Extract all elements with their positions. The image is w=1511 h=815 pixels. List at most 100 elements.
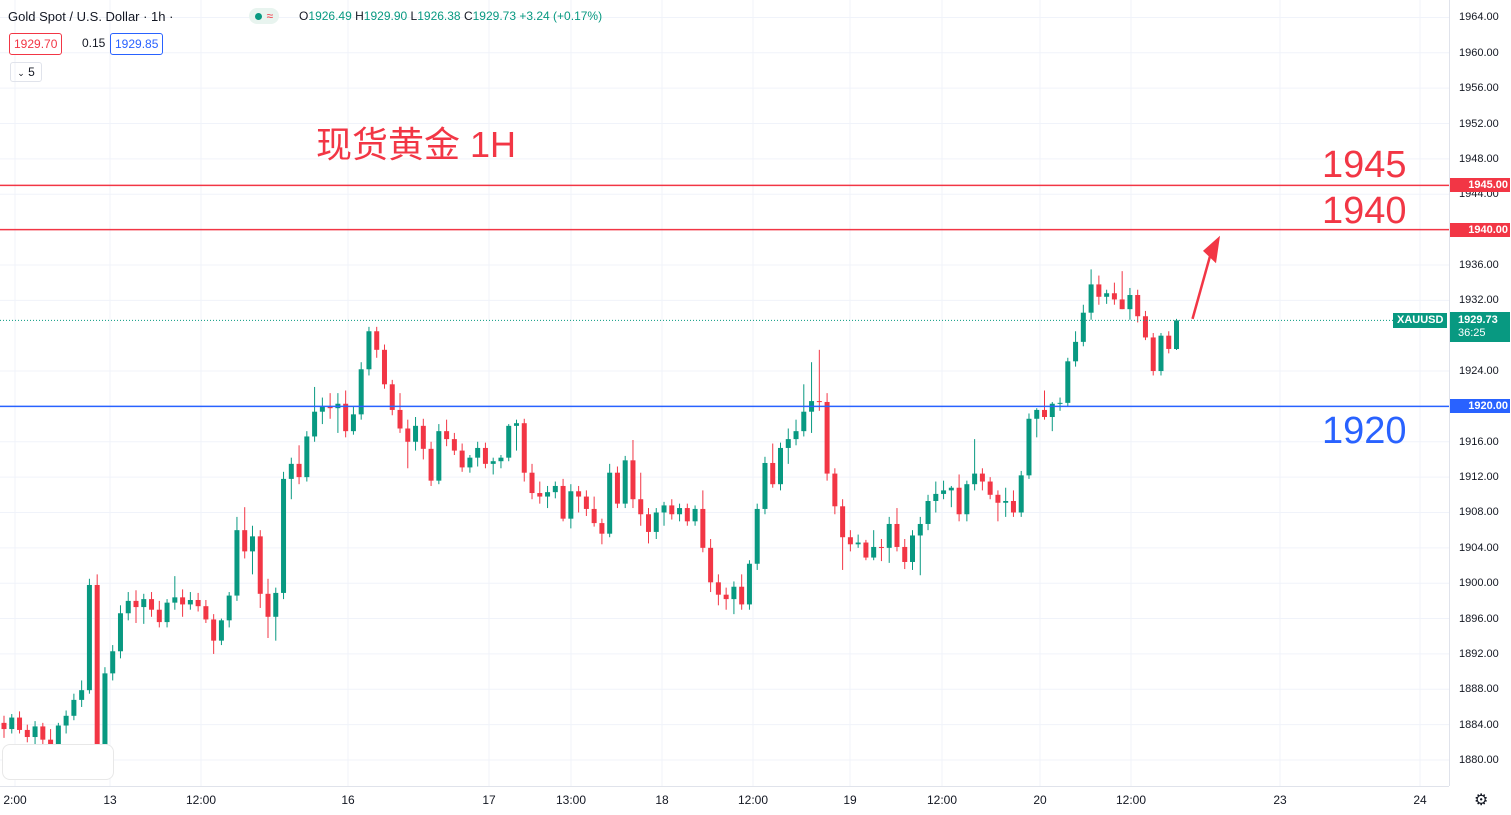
price-tick: 1916.00: [1459, 435, 1499, 448]
gear-icon[interactable]: ⚙: [1474, 792, 1489, 809]
candle-body: [1166, 335, 1172, 349]
price-level-label: 1920.00: [1450, 399, 1510, 414]
time-tick: 13:00: [555, 793, 587, 807]
ohlc-change: +3.24 (+0.17%): [519, 9, 603, 23]
candle-body: [545, 492, 551, 497]
candle-body: [832, 473, 838, 507]
candle-body: [1104, 293, 1110, 297]
candle-body: [1111, 293, 1117, 300]
price-axis[interactable]: 1964.00 1960.00 1956.00 1952.00 1948.00 1944.…: [1449, 0, 1511, 786]
candle-body: [1049, 403, 1055, 418]
bar-countdown: 36:25: [1458, 327, 1486, 340]
candle-body: [770, 462, 776, 485]
buy-button[interactable]: 1929.85: [110, 33, 164, 55]
candle-body: [381, 349, 387, 385]
symbol-title[interactable]: Gold Spot / U.S. Dollar · 1h ·: [8, 8, 174, 24]
candle-body: [513, 423, 519, 426]
candle-body: [405, 428, 411, 442]
arrow-head-icon: [1203, 235, 1220, 264]
candlestick-chart[interactable]: [0, 0, 1449, 786]
annotation-title[interactable]: 现货黄金 1H: [316, 124, 517, 165]
price-level-label: 1940.00: [1450, 222, 1510, 237]
candle-body: [801, 411, 807, 432]
candle-body: [374, 331, 380, 350]
candle-body: [902, 546, 908, 562]
candle-body: [645, 514, 651, 532]
candle-body: [583, 496, 589, 509]
candle-body: [630, 460, 636, 500]
candle-body: [467, 457, 473, 468]
candle-body: [521, 423, 527, 473]
candle-body: [1150, 337, 1156, 372]
candle-body: [1088, 284, 1094, 313]
candle-body: [211, 619, 217, 641]
candle-body: [941, 490, 947, 494]
candle-body: [1018, 475, 1024, 513]
candle-body: [1174, 320, 1180, 350]
candle-body: [677, 508, 683, 515]
candle-body: [327, 406, 333, 409]
time-tick: 2:00: [3, 793, 27, 807]
candle-body: [63, 715, 69, 726]
chart-pane[interactable]: [0, 0, 1449, 786]
ohlc-close: 1929.73: [472, 9, 517, 23]
candle-body: [1073, 341, 1079, 362]
candle-body: [840, 506, 846, 538]
price-tick: 1908.00: [1459, 506, 1499, 519]
candle-body: [669, 505, 675, 515]
ohlc-low: 1926.38: [417, 9, 461, 23]
candle-body: [444, 431, 450, 440]
candle-body: [552, 485, 558, 493]
candle-body: [180, 597, 186, 605]
candle-body: [708, 547, 714, 583]
candle-body: [1034, 409, 1040, 419]
candle-body: [1119, 299, 1125, 310]
ohlc-high-key: H: [355, 9, 364, 23]
candle-body: [428, 448, 434, 481]
candle-body: [195, 599, 201, 607]
price-tick: 1888.00: [1459, 683, 1499, 696]
price-tick: 1948.00: [1459, 152, 1499, 165]
candle-body: [684, 508, 690, 522]
annotation-level-1945[interactable]: 1945: [1322, 144, 1407, 186]
candle-body: [1080, 312, 1086, 342]
candle-body: [265, 593, 271, 617]
candle-body: [17, 717, 23, 730]
candle-body: [358, 369, 364, 415]
candle-body: [1127, 295, 1133, 310]
price-tick: 1936.00: [1459, 258, 1499, 271]
price-tick: 1884.00: [1459, 718, 1499, 731]
sell-button[interactable]: 1929.70: [9, 33, 63, 55]
candle-body: [793, 431, 799, 440]
candle-body: [249, 536, 255, 552]
candle-body: [172, 597, 178, 603]
candle-body: [653, 512, 659, 532]
annotation-level-1920[interactable]: 1920: [1322, 410, 1407, 452]
candle-body: [847, 537, 853, 545]
candle-body: [948, 487, 954, 491]
candle-body: [1026, 418, 1032, 476]
price-level-label: 1945.00: [1450, 178, 1510, 193]
candle-body: [568, 491, 574, 519]
time-tick: 12:00: [185, 793, 217, 807]
indicators-collapse-button[interactable]: ⌄ 5: [10, 62, 42, 82]
floating-input[interactable]: [2, 744, 114, 780]
candle-body: [312, 411, 318, 437]
candle-body: [529, 472, 535, 494]
candle-body: [537, 493, 543, 497]
time-axis[interactable]: 2:00 13 12:00 16 17 13:00 18 12:00 19 12:00 20 12:0…: [0, 786, 1449, 815]
candle-body: [187, 599, 193, 605]
candle-body: [746, 563, 752, 605]
candle-body: [816, 401, 822, 403]
candle-body: [273, 592, 279, 617]
price-tick: 1900.00: [1459, 577, 1499, 590]
price-tick: 1904.00: [1459, 541, 1499, 554]
candle-body: [1142, 316, 1148, 338]
annotation-level-1940[interactable]: 1940: [1322, 190, 1407, 232]
candle-body: [785, 439, 791, 448]
candle-body: [133, 600, 139, 608]
market-open-dot-icon: [255, 12, 263, 20]
candle-body: [9, 717, 15, 730]
market-status-pill[interactable]: ≈: [249, 8, 280, 24]
candle-body: [1096, 284, 1102, 297]
